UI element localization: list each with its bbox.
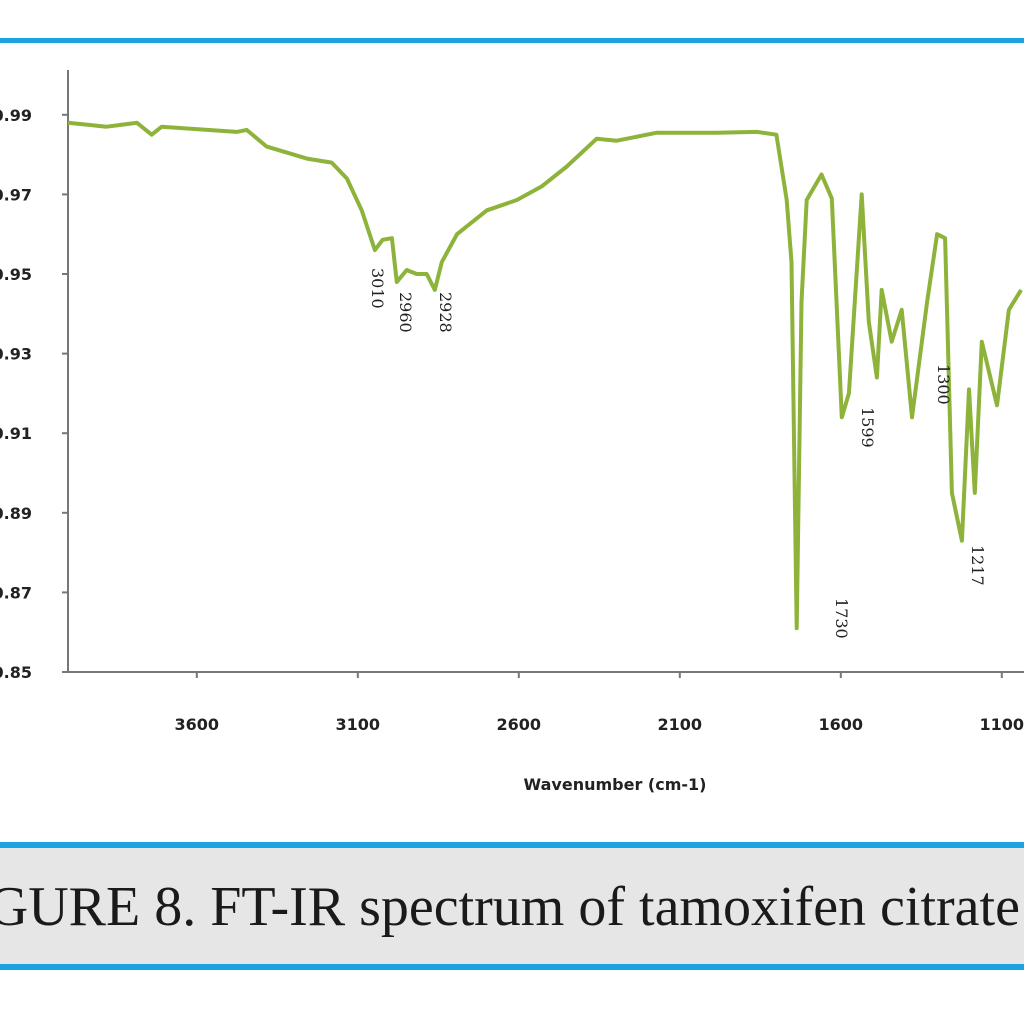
top-rule xyxy=(0,38,1024,43)
peak-label: 1730 xyxy=(832,598,851,639)
caption-rule-bottom xyxy=(0,964,1024,970)
y-tick-label: 0.95 xyxy=(0,265,32,284)
caption-band xyxy=(0,848,1024,964)
y-tick-label: 0.89 xyxy=(0,504,32,523)
x-tick-label: 1600 xyxy=(819,715,864,734)
caption: FIGURE 8. FT-IR spectrum of tamoxifen ci… xyxy=(0,876,1020,938)
y-tick-label: 0.93 xyxy=(0,345,32,364)
x-axis-title: Wavenumber (cm-1) xyxy=(524,775,707,794)
peak-label: 1599 xyxy=(858,407,877,448)
peak-label: 2960 xyxy=(396,292,415,333)
peak-label: 1217 xyxy=(968,545,987,586)
x-tick-label: 2600 xyxy=(497,715,542,734)
spectrum-line xyxy=(67,120,1023,631)
x-tick-label: 2100 xyxy=(658,715,703,734)
y-tick-label: 0.91 xyxy=(0,424,32,443)
peak-label: 1300 xyxy=(934,364,953,405)
y-tick-label: 0.87 xyxy=(0,583,32,602)
peak-label: 2928 xyxy=(436,292,455,333)
peak-label: 3010 xyxy=(368,268,387,309)
x-tick-label: 1100 xyxy=(980,715,1024,734)
y-tick-label: 0.99 xyxy=(0,106,32,125)
y-tick-label: 0.97 xyxy=(0,185,32,204)
caption-rule-top xyxy=(0,842,1024,848)
x-tick-label: 3600 xyxy=(175,715,220,734)
y-tick-label: 0.85 xyxy=(0,663,32,682)
x-tick-label: 3100 xyxy=(336,715,381,734)
